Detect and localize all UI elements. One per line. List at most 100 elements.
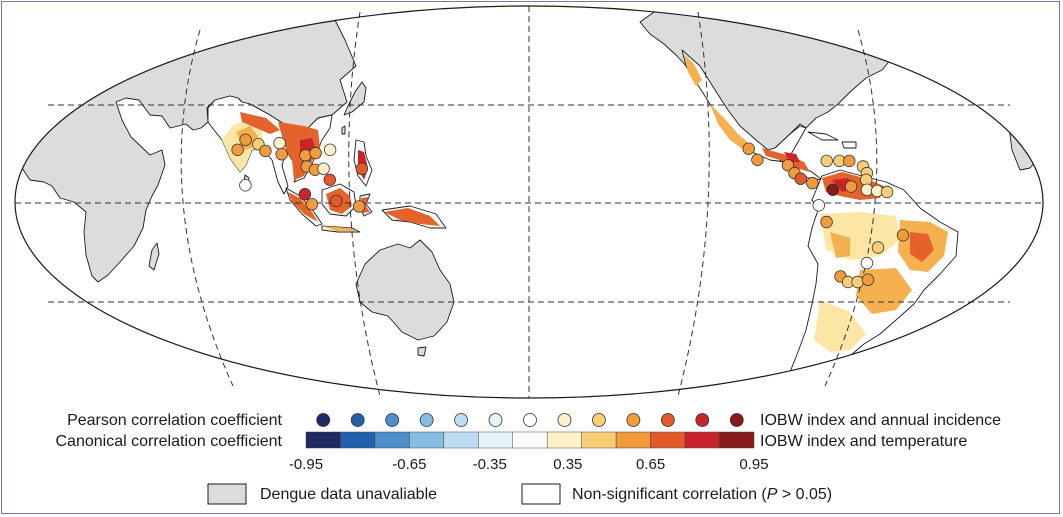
legend-dot (454, 413, 468, 427)
legend-dots (316, 413, 744, 427)
unavailable-label: Dengue data unavaliable (260, 486, 437, 503)
greenland (944, 6, 1031, 61)
legend-dot (557, 413, 572, 427)
site-marker (323, 143, 337, 157)
site-marker (323, 173, 337, 187)
shade-java (322, 226, 358, 231)
legend-dot (660, 413, 675, 427)
site-marker (231, 143, 244, 157)
site-marker (896, 229, 910, 242)
site-marker (239, 179, 252, 192)
australia (355, 239, 455, 341)
grid-lon-mid-west (348, 11, 381, 397)
tasmania (417, 346, 427, 357)
nonsig-p: P (767, 486, 778, 503)
shade-indochina (278, 122, 320, 180)
colorbar-segment (650, 431, 686, 449)
canonical-label: Canonical correlation coefficient (56, 433, 283, 450)
site-marker (826, 183, 840, 197)
colorbar-segment (443, 431, 479, 449)
canonical-desc: IOBW index and temperature (760, 433, 967, 450)
shade-argentina (814, 300, 866, 352)
legend-dot (695, 413, 710, 427)
site-marker (806, 176, 819, 190)
shade-new-guinea (384, 208, 440, 226)
legend-dot (626, 413, 641, 427)
site-marker (812, 199, 826, 212)
cuba (807, 131, 839, 141)
site-marker (871, 241, 885, 254)
legend-dot (316, 413, 331, 427)
site-marker (275, 147, 288, 161)
legend-dot (350, 413, 365, 427)
pearson-label: Pearson correlation coefficient (67, 412, 282, 429)
tick-label: 0.95 (739, 456, 768, 473)
nonsig-label: Non-significant correlation (P > 0.05) (572, 486, 832, 503)
site-marker (330, 194, 343, 208)
madagascar (148, 242, 160, 271)
grid-lon-mid-east (677, 11, 710, 397)
site-marker (259, 144, 272, 158)
site-marker (299, 149, 312, 162)
site-marker (880, 185, 894, 199)
site-marker (794, 172, 807, 185)
colorbar-segment (615, 431, 651, 449)
shade-sumatra (288, 192, 318, 222)
taiwan (341, 125, 346, 135)
legend-dot (385, 413, 400, 427)
shade-mexico-north (684, 54, 702, 86)
colorbar-segment (512, 431, 548, 449)
tick-label: 0.65 (636, 456, 665, 473)
site-marker (305, 197, 319, 211)
legend-dot (488, 413, 503, 427)
legend-tick-labels: -0.95 -0.65 -0.35 0.35 0.65 0.95 (289, 456, 769, 473)
site-marker (860, 256, 874, 270)
colorbar-segment (340, 431, 376, 449)
world-map (14, 5, 1044, 399)
legend-dot (729, 413, 744, 427)
site-marker (742, 142, 755, 155)
shade-brazil-core (910, 232, 934, 262)
site-marker (352, 200, 366, 213)
site-marker (861, 273, 875, 286)
tick-label: 0.35 (553, 456, 582, 473)
hispaniola (841, 141, 857, 149)
colorbar-segment (478, 431, 514, 449)
site-marker (820, 154, 833, 168)
site-marker (844, 180, 858, 193)
nonsig-label-text: Non-significant correlation ( (572, 486, 767, 503)
site-marker (298, 187, 312, 201)
shade-peru (830, 232, 850, 258)
tick-label: -0.35 (473, 456, 507, 473)
unavailable-swatch (207, 483, 247, 505)
shade-mexico (710, 104, 752, 150)
legend-colorbar (305, 431, 755, 449)
legend: Pearson correlation coefficient Canonica… (56, 412, 1001, 505)
site-marker (317, 162, 330, 175)
site-marker (843, 154, 856, 168)
site-marker (309, 146, 322, 160)
colorbar-segment (684, 431, 720, 449)
site-marker (239, 133, 252, 147)
site-markers (231, 133, 910, 289)
shade-central-top (784, 152, 800, 162)
nonsig-swatch (521, 483, 561, 505)
site-marker (820, 215, 833, 229)
nonsig-tail: > 0.05) (777, 486, 832, 503)
site-marker (355, 162, 369, 175)
map-outline (14, 5, 1044, 399)
grid-lon-west (180, 29, 234, 387)
grid-lon-east (824, 29, 878, 387)
legend-dot (419, 413, 434, 427)
colorbar-segment (374, 431, 410, 449)
site-marker (273, 136, 286, 150)
pearson-desc: IOBW index and annual incidence (760, 412, 1001, 429)
tick-label: -0.65 (392, 456, 426, 473)
colorbar-segment (581, 431, 617, 449)
legend-dot (592, 413, 606, 427)
graticule (15, 6, 1043, 398)
shade-ganges (240, 112, 280, 134)
colorbar-segment (409, 431, 445, 449)
colorbar-segment (305, 431, 341, 449)
